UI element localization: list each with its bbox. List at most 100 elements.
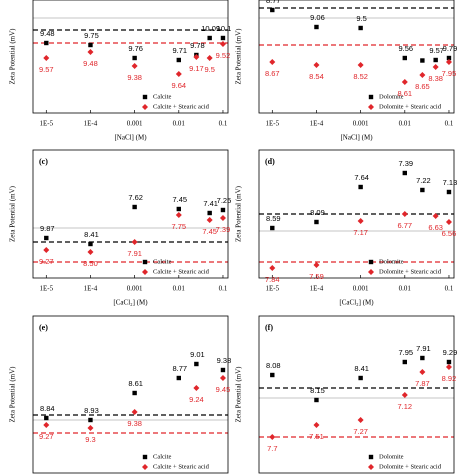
data-point <box>313 422 320 428</box>
data-point <box>132 204 137 210</box>
x-axis-label: [NaCl] (M) <box>114 134 147 142</box>
point-label: 9.57 <box>39 65 54 74</box>
data-point <box>432 213 439 219</box>
data-point <box>88 417 93 423</box>
data-point <box>313 62 320 68</box>
point-label: 9.01 <box>190 350 205 359</box>
point-label: 9.17 <box>189 64 204 73</box>
data-point <box>220 367 226 373</box>
data-point <box>402 55 407 61</box>
legend-label: Calcite <box>153 258 172 265</box>
point-label: 8.38 <box>428 74 443 83</box>
data-point <box>88 42 93 48</box>
point-label: 9.38 <box>127 73 142 82</box>
data-point <box>176 375 181 381</box>
legend-label: Dolomite <box>379 453 404 460</box>
data-point <box>419 369 426 375</box>
y-axis-label: Zeta Potential (mV) <box>235 366 243 423</box>
panel: 1E-5 1E-4 0.001 0.01 0.1 [CaCl₂] (M) Zeta Pote… <box>9 149 231 307</box>
legend-label: Calcite + Stearic acid <box>153 103 210 110</box>
x-tick-label: 1E-5 <box>39 285 53 293</box>
panel: Zeta Potential (mV)(f)8.088.158.417.95 7.… <box>235 315 457 474</box>
point-label: 9.48 <box>40 29 55 38</box>
x-tick-label: 0.1 <box>219 285 228 293</box>
data-point <box>207 210 212 216</box>
x-axis-label: [CaCl₂] (M) <box>113 299 148 307</box>
point-label: 9.38 <box>217 356 232 365</box>
x-tick-label: 0.01 <box>173 285 186 293</box>
data-point <box>131 409 138 415</box>
data-point <box>402 170 407 176</box>
data-point <box>43 247 50 253</box>
data-point <box>433 57 438 63</box>
point-label: 9.38 <box>127 419 142 428</box>
point-label: 8.92 <box>442 374 457 383</box>
data-point <box>419 72 426 78</box>
legend-marker <box>368 104 374 110</box>
data-point <box>420 58 425 63</box>
point-label: 8.77 <box>266 0 281 5</box>
x-tick-label: 1E-4 <box>84 120 98 128</box>
plot-frame <box>258 315 455 474</box>
point-label: 7.27 <box>353 427 368 436</box>
x-tick-label: 0.01 <box>399 285 412 293</box>
data-point <box>219 375 226 381</box>
x-tick-label: 0.001 <box>353 285 369 293</box>
legend-label: Dolomite + Stearic acid <box>379 268 442 275</box>
point-label: 8.09 <box>310 208 325 217</box>
point-label: 7.84 <box>265 275 280 284</box>
data-point <box>446 55 452 61</box>
data-point <box>313 262 320 268</box>
data-point <box>220 35 226 41</box>
plot-frame <box>258 149 455 279</box>
data-point <box>219 41 226 47</box>
data-point <box>357 218 364 224</box>
data-point <box>270 372 275 378</box>
point-label: 8.61 <box>397 89 412 98</box>
point-label: 9.79 <box>443 44 458 53</box>
x-tick-label: 1E-4 <box>310 285 324 293</box>
legend-label: Calcite <box>153 453 172 460</box>
data-point <box>358 375 363 381</box>
data-point <box>446 189 452 195</box>
data-point <box>314 219 319 225</box>
point-label: 8.65 <box>415 82 430 91</box>
y-axis-label: Zeta Potential (mV) <box>9 28 17 85</box>
x-tick-label: 0.001 <box>353 120 369 128</box>
legend-marker <box>142 269 148 275</box>
point-label: 7.22 <box>416 176 431 185</box>
y-axis-label: Zeta Potential (mV) <box>235 185 243 242</box>
point-label: 7.95 <box>398 348 413 357</box>
point-label: 9.06 <box>310 13 325 22</box>
point-label: 8.61 <box>128 379 143 388</box>
data-point <box>87 249 94 255</box>
point-label: 6.56 <box>442 229 457 238</box>
x-tick-label: 0.01 <box>399 120 412 128</box>
data-point <box>132 390 137 396</box>
data-point <box>194 361 199 367</box>
panel: 1E-5 1E-4 0.001 0.01 0.1 [CaCl₂] (M) Zeta Pote… <box>235 149 457 307</box>
x-tick-label: 0.1 <box>219 120 228 128</box>
point-label: 8.54 <box>309 72 324 81</box>
data-point <box>193 385 200 391</box>
point-label: 7.91 <box>416 344 431 353</box>
point-label: 7.75 <box>171 222 186 231</box>
point-label: 7.91 <box>127 249 142 258</box>
point-label: 9.5 <box>204 65 214 74</box>
point-label: 8.15 <box>310 386 325 395</box>
point-label: 9.71 <box>172 46 187 55</box>
legend-label: Calcite + Stearic acid <box>153 268 210 275</box>
point-label: 7.12 <box>397 402 412 411</box>
data-point <box>269 59 276 65</box>
data-point <box>314 397 319 403</box>
y-axis-label: Zeta Potential (mV) <box>235 28 243 85</box>
point-label: 7.64 <box>354 173 369 182</box>
data-point <box>219 215 226 221</box>
point-label: 7.17 <box>353 228 368 237</box>
point-label: 9.24 <box>189 395 204 404</box>
data-point <box>206 55 213 61</box>
data-point <box>132 55 137 61</box>
point-label: 7.45 <box>202 227 217 236</box>
legend-marker <box>368 269 374 275</box>
plot-frame <box>258 0 455 114</box>
